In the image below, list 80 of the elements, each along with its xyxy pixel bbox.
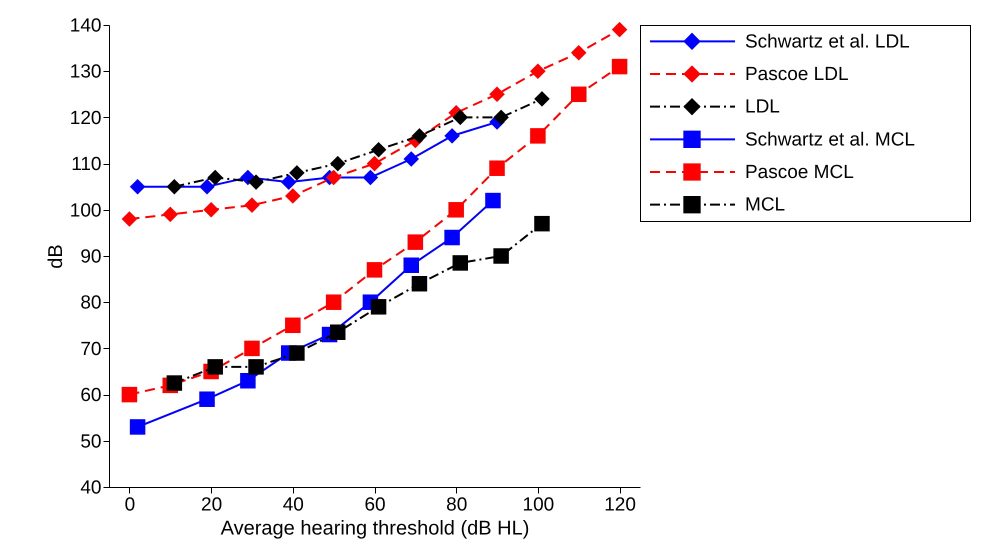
point	[444, 230, 460, 246]
y-tick-label: 80	[80, 292, 102, 314]
y-tick-label: 110	[71, 154, 102, 176]
point	[326, 294, 342, 310]
point	[203, 202, 219, 218]
point	[330, 156, 346, 172]
y-tick-label: 50	[80, 431, 102, 452]
point	[489, 160, 505, 176]
point	[122, 211, 138, 227]
x-tick-label: 40	[282, 494, 304, 516]
y-tick-label: 90	[80, 246, 102, 268]
x-tick-label: 120	[604, 494, 636, 516]
point	[362, 170, 378, 186]
y-tick-label: 70	[80, 338, 102, 360]
y-tick-label: 130	[70, 62, 102, 83]
point	[530, 128, 546, 144]
point	[130, 178, 146, 194]
point	[452, 110, 468, 126]
point	[489, 86, 505, 102]
point	[240, 372, 256, 388]
point	[199, 178, 215, 194]
point	[570, 44, 586, 60]
legend-label: Pascoe MCL	[745, 162, 854, 183]
point	[326, 170, 342, 186]
point	[122, 386, 138, 402]
point	[330, 324, 346, 340]
point	[404, 151, 420, 167]
y-tick-label: 40	[80, 478, 102, 498]
point	[289, 345, 305, 361]
point	[244, 340, 260, 356]
point	[444, 128, 460, 144]
point	[530, 63, 546, 79]
point	[408, 234, 424, 250]
point	[248, 359, 264, 375]
point	[248, 174, 264, 190]
y-tick-label: 120	[70, 108, 102, 129]
legend-label: LDL	[745, 96, 780, 118]
point	[534, 216, 550, 232]
point	[412, 276, 428, 292]
x-tick-label: 60	[364, 494, 386, 516]
x-axis-title: Average hearing threshold (dB HL)	[220, 518, 530, 540]
point	[493, 248, 509, 264]
x-tick-label: 80	[446, 494, 468, 516]
point	[404, 257, 420, 273]
point	[285, 318, 301, 334]
legend-label: Pascoe LDL	[745, 64, 849, 85]
point	[485, 192, 501, 208]
x-tick-label: 20	[201, 494, 222, 516]
y-tick-label: 140	[70, 16, 102, 36]
legend-label: Schwartz et al. MCL	[745, 129, 915, 150]
y-tick-label: 60	[80, 385, 102, 406]
point	[612, 58, 628, 74]
point	[452, 255, 468, 271]
legend-label: MCL	[745, 194, 786, 216]
y-tick-label: 100	[70, 200, 102, 222]
x-tick-label: 0	[124, 494, 136, 516]
point	[448, 202, 464, 218]
point	[570, 86, 586, 102]
point	[166, 178, 182, 194]
point	[199, 391, 215, 407]
point	[207, 170, 223, 186]
point	[244, 197, 260, 213]
point	[493, 110, 509, 126]
point	[370, 299, 386, 315]
point	[534, 91, 550, 107]
point	[285, 188, 301, 204]
point	[162, 206, 178, 222]
point	[366, 262, 382, 278]
point	[280, 174, 296, 190]
point	[366, 156, 382, 172]
point	[130, 419, 146, 435]
x-tick-label: 100	[522, 494, 554, 516]
point	[166, 375, 182, 391]
point	[412, 128, 428, 144]
point	[612, 22, 628, 38]
point	[370, 142, 386, 158]
point	[207, 359, 223, 375]
y-axis-title: dB	[44, 244, 67, 269]
point	[289, 165, 305, 181]
legend-label: Schwartz et al. LDL	[745, 31, 910, 52]
